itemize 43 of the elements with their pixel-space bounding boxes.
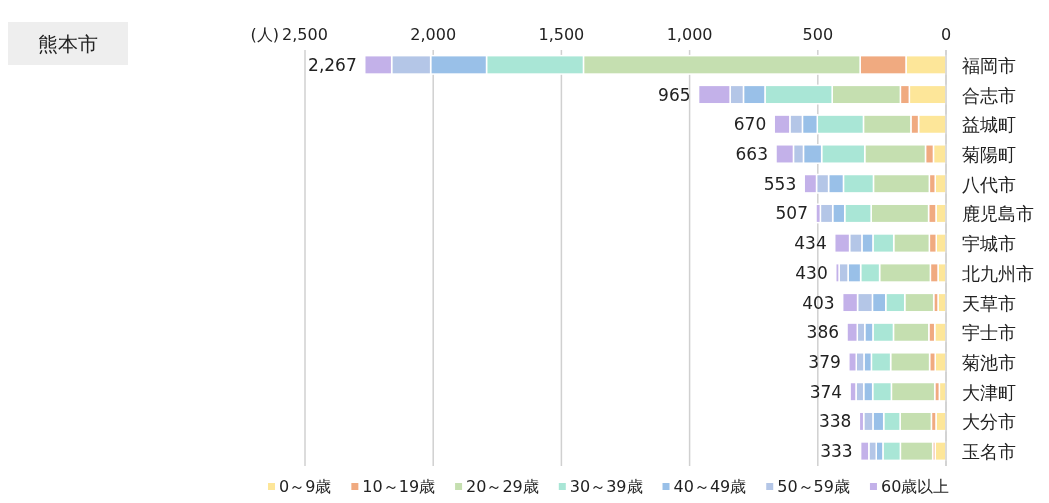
y-tick-label: 菊陽町 — [962, 144, 1016, 165]
title: 熊本市 — [8, 22, 128, 65]
y-tick-label: 大津町 — [962, 381, 1016, 403]
x-tick-label: 1,500 — [538, 25, 585, 44]
total-label: 403 — [802, 292, 835, 313]
y-tick-label: 宇士市 — [962, 322, 1016, 344]
y-tick-label: 合志市 — [962, 84, 1016, 106]
total-label: 507 — [775, 203, 809, 224]
x-tick-label: 1,000 — [666, 25, 713, 44]
total-label: 663 — [735, 144, 769, 164]
total-label: 553 — [763, 173, 797, 194]
x-axis-title: (人) — [250, 25, 279, 44]
legend-label: 10～19歳 — [362, 477, 436, 496]
y-tick-label: 八代市 — [962, 173, 1016, 195]
y-tick-label: 玉名市 — [962, 441, 1016, 463]
x-tick-label: 2,500 — [282, 25, 328, 44]
y-tick-label: 天草市 — [962, 292, 1016, 314]
legend-label: 0～9歳 — [279, 477, 332, 496]
y-tick-label: 菊池市 — [962, 352, 1016, 373]
total-label: 374 — [809, 381, 843, 402]
legend-label: 30～39歳 — [569, 477, 643, 496]
total-label: 670 — [733, 114, 767, 135]
legend-label: 50～59歳 — [777, 477, 850, 496]
y-tick-label: 福岡市 — [962, 54, 1016, 76]
x-tick-label: 0 — [940, 25, 952, 44]
y-tick-label: 大分市 — [962, 411, 1016, 433]
legend-label: 60歳以上 — [880, 477, 950, 496]
y-tick-label: 鹿児島市 — [962, 203, 1034, 225]
x-tick-label: 2,000 — [410, 25, 457, 44]
total-label: 965 — [658, 84, 691, 105]
y-tick-label: 益城町 — [962, 114, 1016, 136]
y-tick-label: 北九州市 — [962, 262, 1034, 284]
legend-label: 20～29歳 — [466, 477, 539, 496]
total-label: 338 — [818, 411, 852, 432]
legend-label: 40～49歳 — [673, 477, 747, 496]
total-label: 430 — [795, 262, 828, 283]
total-label: 333 — [820, 441, 853, 462]
y-tick-label: 宇城市 — [962, 233, 1016, 255]
total-label: 2,267 — [308, 54, 357, 75]
total-label: 434 — [794, 233, 827, 254]
total-label: 386 — [806, 322, 840, 343]
total-label: 379 — [808, 352, 841, 372]
x-tick-label: 500 — [802, 25, 834, 44]
